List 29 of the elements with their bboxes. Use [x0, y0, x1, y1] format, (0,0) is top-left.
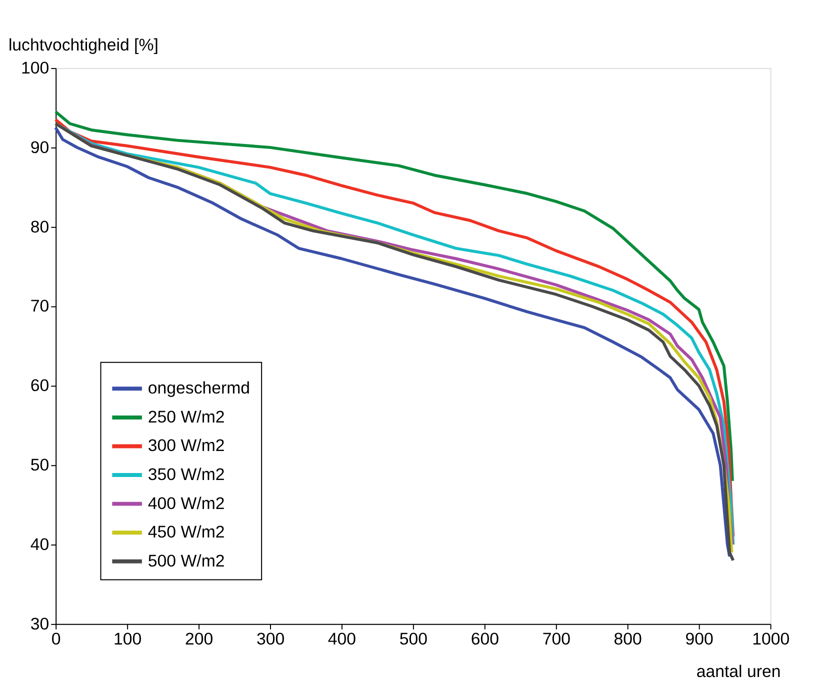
x-tick-label: 500: [399, 629, 428, 648]
y-axis-title: luchtvochtigheid [%]: [8, 36, 158, 55]
y-tick-label: 30: [30, 614, 50, 634]
y-tick-label: 40: [30, 534, 50, 554]
legend-label: 400 W/m2: [148, 494, 225, 513]
x-tick-label: 800: [614, 629, 642, 648]
legend-label: 250 W/m2: [148, 407, 225, 426]
legend-label: 500 W/m2: [148, 551, 225, 570]
y-tick-label: 50: [30, 456, 50, 475]
x-tick-label: 1000: [752, 629, 790, 648]
x-tick-label: 400: [328, 629, 356, 648]
x-tick-label: 600: [470, 629, 499, 648]
y-tick-label: 100: [20, 58, 50, 78]
legend-label: ongeschermd: [148, 378, 250, 398]
y-tick-label: 80: [30, 217, 50, 236]
y-tick-label: 60: [30, 376, 50, 396]
x-tick-label: 700: [542, 629, 570, 648]
x-tick-label: 900: [685, 629, 714, 648]
x-tick-label: 0: [51, 629, 61, 648]
x-tick-label: 200: [184, 629, 214, 648]
line-series: [54, 110, 734, 482]
legend-label: 450 W/m2: [148, 522, 225, 542]
x-tick-label: 100: [113, 629, 142, 648]
y-tick-label: 70: [30, 296, 50, 316]
x-axis-title: aantal uren: [696, 662, 781, 682]
y-tick-label: 90: [30, 138, 50, 157]
x-tick-label: 300: [256, 629, 285, 648]
legend-label: 300 W/m2: [148, 436, 225, 456]
legend-label: 350 W/m2: [148, 464, 225, 484]
